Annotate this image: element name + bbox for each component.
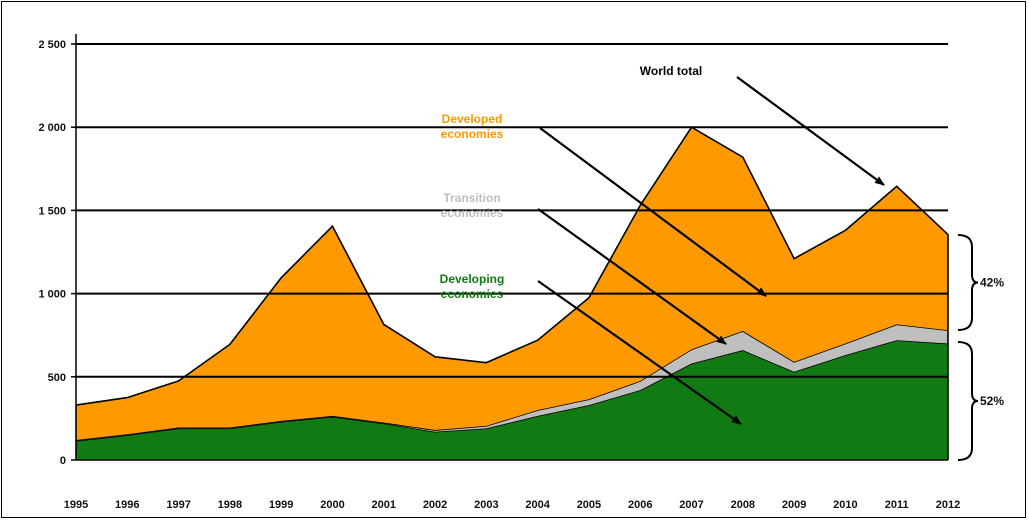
x-tick-label: 2010: [833, 499, 857, 511]
x-tick-label: 2008: [731, 499, 755, 511]
arrow-developing-economies: [537, 280, 742, 425]
y-tick-label: 2 000: [38, 122, 66, 134]
area-developing-economies: [76, 340, 948, 460]
arrow-world-total: [736, 76, 885, 186]
y-tick-label: 2 500: [38, 39, 66, 51]
area-transition-economies: [76, 324, 948, 441]
x-tick-label: 2007: [679, 499, 703, 511]
share-developing-label: 52%: [980, 394, 1004, 408]
arrow-developed-economies: [539, 127, 767, 297]
line-developed-economies: [75, 126, 949, 406]
area-developed-economies: [76, 127, 948, 441]
x-tick-label: 2002: [423, 499, 447, 511]
share-developed-label: 42%: [980, 276, 1004, 290]
x-tick-label: 2000: [320, 499, 344, 511]
y-tick-label: 0: [60, 455, 66, 467]
annotation-transition-economies: Transition economies: [441, 191, 504, 220]
x-tick-label: 1997: [166, 499, 190, 511]
x-tick-label: 2011: [885, 499, 909, 511]
y-tick-label: 500: [48, 372, 66, 384]
arrow-transition-economies: [537, 208, 727, 345]
x-tick-label: 2009: [782, 499, 806, 511]
annotation-developed-economies: Developed economies: [441, 112, 504, 141]
y-tick-label: 1 500: [38, 205, 66, 217]
x-tick-label: 2004: [525, 499, 550, 511]
x-tick-label: 1996: [115, 499, 139, 511]
annotation-world-total: World total: [640, 64, 702, 78]
x-tick-label: 2006: [628, 499, 652, 511]
x-tick-label: 1999: [269, 499, 293, 511]
x-tick-label: 2003: [474, 499, 498, 511]
annotation-developing-economies: Developing economies: [440, 272, 505, 301]
x-tick-label: 2001: [372, 499, 396, 511]
share-developed-brace: [957, 234, 979, 331]
x-tick-label: 1998: [218, 499, 242, 511]
x-tick-label: 2005: [577, 499, 601, 511]
y-tick-label: 1 000: [38, 289, 66, 301]
share-developing-brace: [957, 341, 979, 461]
x-tick-label: 1995: [64, 499, 88, 511]
x-tick-label: 2012: [936, 499, 960, 511]
